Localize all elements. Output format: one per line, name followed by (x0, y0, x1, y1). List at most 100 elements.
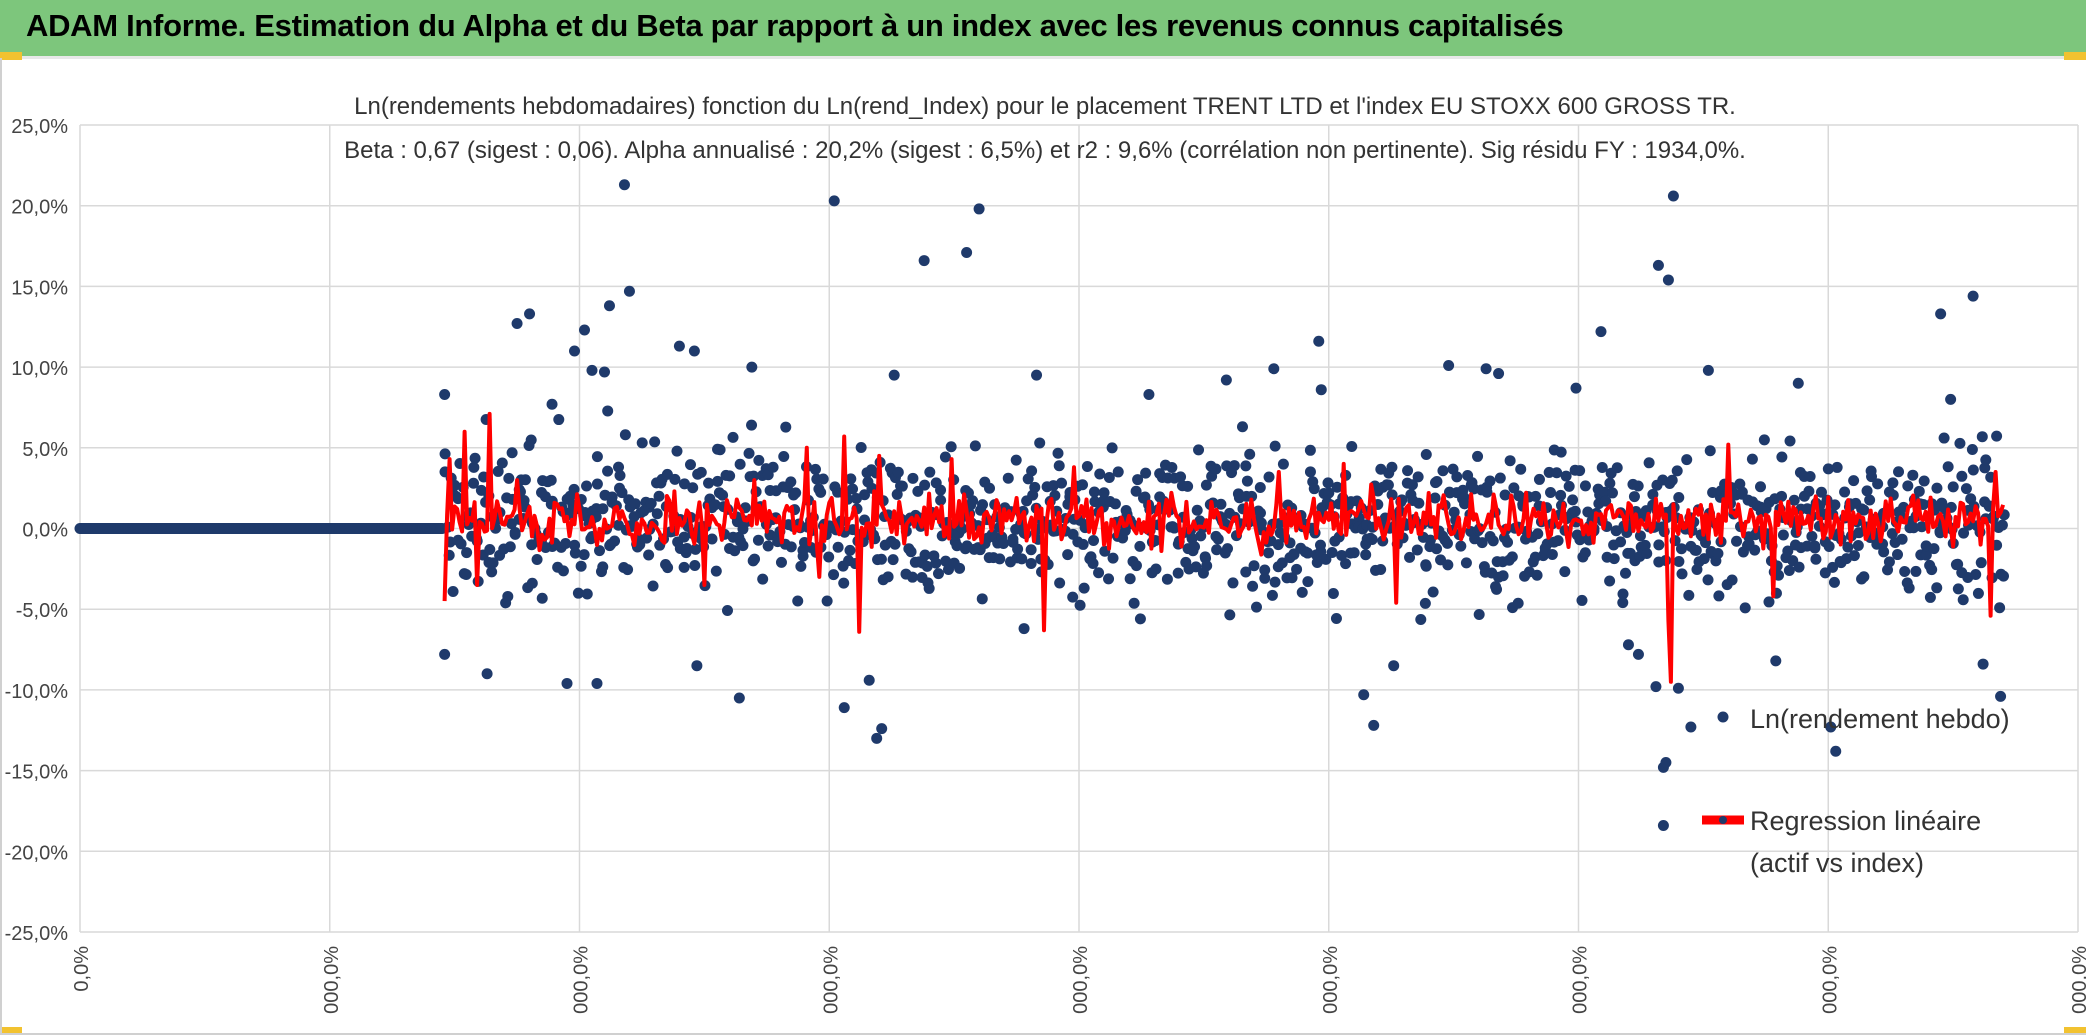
scatter-point (1402, 465, 1414, 477)
chart-frame (0, 58, 2086, 1035)
scatter-point (891, 488, 903, 500)
scatter-point (1763, 596, 1775, 608)
scatter-point (1552, 535, 1564, 547)
scatter-point (712, 475, 724, 487)
scatter-point (1555, 489, 1567, 501)
scatter-point (832, 541, 844, 553)
scatter-point (1254, 507, 1266, 519)
scatter-point (734, 458, 746, 470)
legend-label-scatter: Ln(rendement hebdo) (1750, 704, 2010, 734)
scatter-point (1484, 475, 1496, 487)
scatter-point (930, 557, 942, 569)
scatter-point (859, 489, 871, 501)
scatter-point (1910, 565, 1922, 577)
scatter-point (1947, 481, 1959, 493)
scatter-point (1810, 553, 1822, 565)
scatter-point (1858, 504, 1870, 516)
scatter-point (1958, 527, 1970, 539)
scatter-point (1739, 602, 1751, 614)
scatter-point (1448, 506, 1460, 518)
scatter-point (481, 668, 493, 680)
scatter-point (935, 484, 947, 496)
scatter-point (940, 555, 952, 567)
y-tick-label: 25,0% (11, 116, 68, 138)
scatter-point (1942, 461, 1954, 473)
scatter-point (1327, 588, 1339, 600)
scatter-point (1698, 553, 1710, 565)
scatter-point (1406, 479, 1418, 491)
scatter-point (1330, 612, 1342, 624)
scatter-point (1972, 587, 1984, 599)
scatter-point (778, 451, 790, 463)
scatter-point (1195, 530, 1207, 542)
scatter-point (1404, 551, 1416, 563)
scatter-point (687, 482, 699, 494)
scatter-point (1508, 482, 1520, 494)
scatter-point (1690, 544, 1702, 556)
scatter-point (1210, 463, 1222, 475)
scatter-point (1792, 377, 1804, 389)
scatter-point (602, 465, 614, 477)
scatter-point (935, 494, 947, 506)
scatter-point (1459, 498, 1471, 510)
scatter-point (733, 692, 745, 704)
scatter-point (717, 489, 729, 501)
scatter-point (767, 461, 779, 473)
scatter-point (1749, 544, 1761, 556)
scatter-point (647, 580, 659, 592)
scatter-point (1175, 471, 1187, 483)
x-tick-label: 000,0% (820, 946, 842, 1014)
scatter-point (678, 561, 690, 573)
scatter-point (1861, 485, 1873, 497)
scatter-point (1622, 639, 1634, 651)
scatter-point (597, 561, 609, 573)
scatter-point (1617, 588, 1629, 600)
scatter-point (484, 543, 496, 555)
scatter-point (1247, 580, 1259, 592)
scatter-point (1053, 460, 1065, 472)
scatter-point (1883, 556, 1895, 568)
scatter-point (1077, 538, 1089, 550)
scatter-point (1513, 490, 1525, 502)
scatter-point (1515, 463, 1527, 475)
scatter-point (1704, 445, 1716, 457)
scatter-point (1240, 460, 1252, 472)
scatter-point (1413, 497, 1425, 509)
scatter-point (1211, 544, 1223, 556)
scatter-point (1931, 482, 1943, 494)
scatter-point (1681, 454, 1693, 466)
scatter-point (1967, 464, 1979, 476)
scatter-point (649, 436, 661, 448)
scatter-point (439, 448, 451, 460)
scatter-point (1829, 499, 1841, 511)
scatter-point (1088, 535, 1100, 547)
scatter-point (1025, 544, 1037, 556)
scatter-point (1830, 745, 1842, 757)
scatter-point (1991, 430, 2003, 442)
scatter-point (1532, 528, 1544, 540)
scatter-point (921, 560, 933, 572)
scatter-point (1660, 757, 1672, 769)
scatter-point (752, 534, 764, 546)
scatter-point (1240, 566, 1252, 578)
scatter-point (1222, 543, 1234, 555)
scatter-point (1491, 583, 1503, 595)
scatter-point (594, 545, 606, 557)
scatter-point (1429, 492, 1441, 504)
scatter-point (1976, 431, 1988, 443)
scatter-point (678, 478, 690, 490)
scatter-point (1673, 492, 1685, 504)
scatter-point (1286, 572, 1298, 584)
scatter-point (447, 585, 459, 597)
scatter-point (1628, 491, 1640, 503)
scatter-point (1950, 559, 1962, 571)
scatter-point (1215, 498, 1227, 510)
scatter-point (1945, 393, 1957, 405)
scatter-point (1632, 480, 1644, 492)
scatter-point (1172, 567, 1184, 579)
scatter-point (651, 508, 663, 520)
scatter-point (1569, 505, 1581, 517)
legend-marker-scatter (1717, 711, 1729, 723)
scatter-point (923, 582, 935, 594)
scatter-point (1632, 648, 1644, 660)
